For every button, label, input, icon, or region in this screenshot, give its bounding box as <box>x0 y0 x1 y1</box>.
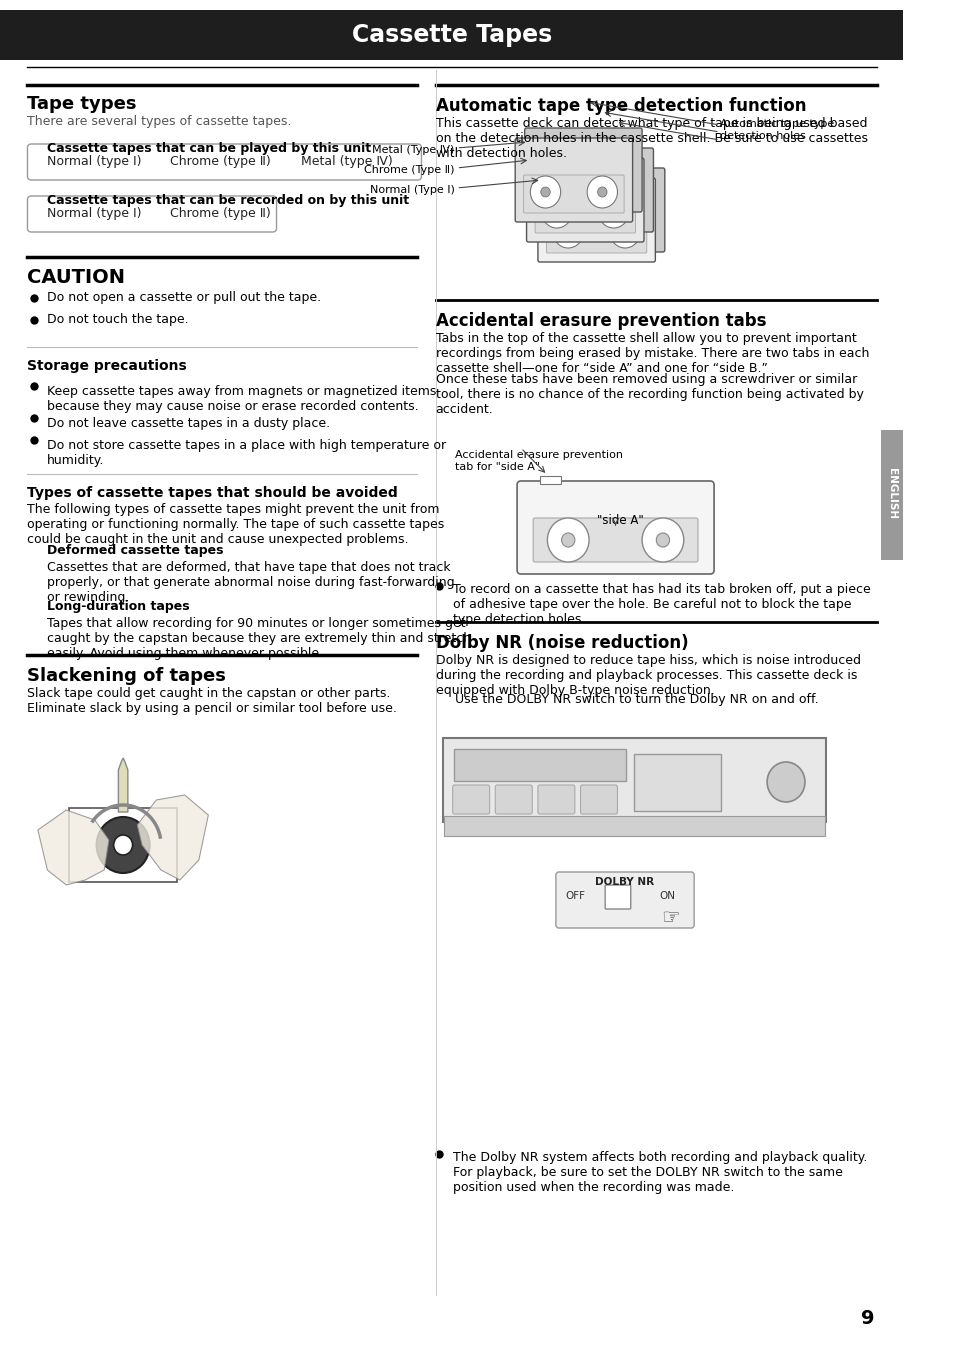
FancyBboxPatch shape <box>580 784 617 814</box>
Circle shape <box>766 761 804 802</box>
Text: Types of cassette tapes that should be avoided: Types of cassette tapes that should be a… <box>27 486 396 500</box>
Circle shape <box>540 188 550 197</box>
Text: To record on a cassette that has had its tab broken off, put a piece
of adhesive: To record on a cassette that has had its… <box>453 583 869 626</box>
Text: Cassette tapes that can be played by this unit: Cassette tapes that can be played by thi… <box>48 142 371 155</box>
Text: Do not open a cassette or pull out the tape.: Do not open a cassette or pull out the t… <box>48 290 321 304</box>
Text: Normal (type Ⅰ): Normal (type Ⅰ) <box>48 208 142 220</box>
Circle shape <box>552 207 561 217</box>
FancyBboxPatch shape <box>454 749 625 782</box>
Text: ☞: ☞ <box>660 909 679 927</box>
Circle shape <box>619 227 629 238</box>
Circle shape <box>96 817 150 873</box>
Text: "side A": "side A" <box>597 513 643 526</box>
Text: Storage precautions: Storage precautions <box>27 359 186 373</box>
FancyBboxPatch shape <box>537 178 655 262</box>
Text: Accidental erasure prevention tabs: Accidental erasure prevention tabs <box>436 312 765 329</box>
Text: Cassette tapes that can be recorded on by this unit: Cassette tapes that can be recorded on b… <box>48 194 409 207</box>
FancyBboxPatch shape <box>547 167 664 252</box>
Text: Keep cassette tapes away from magnets or magnetized items
because they may cause: Keep cassette tapes away from magnets or… <box>48 385 436 413</box>
Circle shape <box>656 533 669 547</box>
FancyBboxPatch shape <box>556 872 694 927</box>
FancyBboxPatch shape <box>28 196 276 232</box>
FancyBboxPatch shape <box>537 784 575 814</box>
Polygon shape <box>38 810 109 886</box>
Text: Normal (Type Ⅰ): Normal (Type Ⅰ) <box>370 185 454 194</box>
FancyBboxPatch shape <box>604 886 630 909</box>
Text: Chrome (Type Ⅱ): Chrome (Type Ⅱ) <box>364 165 454 176</box>
FancyBboxPatch shape <box>546 215 646 252</box>
Circle shape <box>563 227 573 238</box>
Text: Do not touch the tape.: Do not touch the tape. <box>48 312 189 325</box>
Text: Once these tabs have been removed using a screwdriver or similar
tool, there is : Once these tabs have been removed using … <box>436 373 862 416</box>
FancyBboxPatch shape <box>536 148 653 232</box>
Text: Long-duration tapes: Long-duration tapes <box>48 599 190 613</box>
Text: Dolby NR is designed to reduce tape hiss, which is noise introduced
during the r: Dolby NR is designed to reduce tape hiss… <box>436 653 860 697</box>
Text: The following types of cassette tapes might prevent the unit from
operating or f: The following types of cassette tapes mi… <box>27 504 443 545</box>
Text: Automatic tape type detection function: Automatic tape type detection function <box>436 97 805 115</box>
FancyBboxPatch shape <box>633 755 720 811</box>
Text: Deformed cassette tapes: Deformed cassette tapes <box>48 544 224 558</box>
Text: Normal (type Ⅰ): Normal (type Ⅰ) <box>48 155 142 169</box>
Text: Tape types: Tape types <box>27 95 136 113</box>
Circle shape <box>597 188 606 197</box>
Text: Slackening of tapes: Slackening of tapes <box>27 667 225 684</box>
FancyBboxPatch shape <box>533 518 698 562</box>
Text: ON: ON <box>659 891 675 900</box>
Circle shape <box>113 836 132 855</box>
Text: Chrome (type Ⅱ): Chrome (type Ⅱ) <box>171 155 271 169</box>
FancyBboxPatch shape <box>539 477 560 485</box>
Text: CAUTION: CAUTION <box>27 269 125 288</box>
Text: Cassettes that are deformed, that have tape that does not track
properly, or tha: Cassettes that are deformed, that have t… <box>48 562 455 603</box>
FancyBboxPatch shape <box>515 138 632 221</box>
Text: Do not leave cassette tapes in a dusty place.: Do not leave cassette tapes in a dusty p… <box>48 417 330 431</box>
FancyBboxPatch shape <box>495 784 532 814</box>
Circle shape <box>641 518 683 562</box>
Circle shape <box>561 533 575 547</box>
Text: Tabs in the top of the cassette shell allow you to prevent important
recordings : Tabs in the top of the cassette shell al… <box>436 332 868 375</box>
Text: Tapes that allow recording for 90 minutes or longer sometimes get
caught by the : Tapes that allow recording for 90 minute… <box>48 617 471 660</box>
Text: Metal (type Ⅳ): Metal (type Ⅳ) <box>301 155 393 169</box>
FancyBboxPatch shape <box>523 176 623 213</box>
Polygon shape <box>118 757 128 811</box>
Text: Cassette Tapes: Cassette Tapes <box>352 23 551 47</box>
FancyBboxPatch shape <box>535 194 635 234</box>
Bar <box>880 431 902 560</box>
Circle shape <box>598 196 628 228</box>
FancyBboxPatch shape <box>443 738 825 822</box>
Text: 9: 9 <box>860 1310 873 1328</box>
Circle shape <box>547 518 588 562</box>
Text: Dolby NR (noise reduction): Dolby NR (noise reduction) <box>436 634 687 652</box>
Bar <box>0 9 902 59</box>
Text: The Dolby NR system affects both recording and playback quality.
For playback, b: The Dolby NR system affects both recordi… <box>453 1152 866 1193</box>
Circle shape <box>530 176 560 208</box>
FancyBboxPatch shape <box>517 481 713 574</box>
Text: OFF: OFF <box>565 891 585 900</box>
Circle shape <box>586 176 617 208</box>
FancyBboxPatch shape <box>453 784 489 814</box>
Text: Slack tape could get caught in the capstan or other parts.
Eliminate slack by us: Slack tape could get caught in the capst… <box>27 687 396 716</box>
FancyBboxPatch shape <box>444 815 824 836</box>
FancyBboxPatch shape <box>526 158 643 242</box>
FancyBboxPatch shape <box>524 128 641 212</box>
Circle shape <box>553 216 583 248</box>
Circle shape <box>609 216 639 248</box>
Text: Do not store cassette tapes in a place with high temperature or
humidity.: Do not store cassette tapes in a place w… <box>48 439 446 467</box>
Text: Chrome (type Ⅱ): Chrome (type Ⅱ) <box>171 208 271 220</box>
Circle shape <box>541 196 572 228</box>
Circle shape <box>608 207 618 217</box>
Text: There are several types of cassette tapes.: There are several types of cassette tape… <box>27 115 291 128</box>
Text: DOLBY NR: DOLBY NR <box>595 878 654 887</box>
FancyBboxPatch shape <box>28 144 421 180</box>
Text: Automatic tape type
detection holes: Automatic tape type detection holes <box>719 119 833 140</box>
Text: Use the DOLBY NR switch to turn the Dolby NR on and off.: Use the DOLBY NR switch to turn the Dolb… <box>454 693 818 706</box>
Polygon shape <box>137 795 208 880</box>
FancyBboxPatch shape <box>69 809 177 882</box>
Text: Metal (Type Ⅳ): Metal (Type Ⅳ) <box>372 144 454 155</box>
Text: ENGLISH: ENGLISH <box>886 468 896 520</box>
Text: Accidental erasure prevention
tab for "side A": Accidental erasure prevention tab for "s… <box>454 450 622 471</box>
Text: This cassette deck can detect what type of tape is being used based
on the detec: This cassette deck can detect what type … <box>436 117 866 161</box>
